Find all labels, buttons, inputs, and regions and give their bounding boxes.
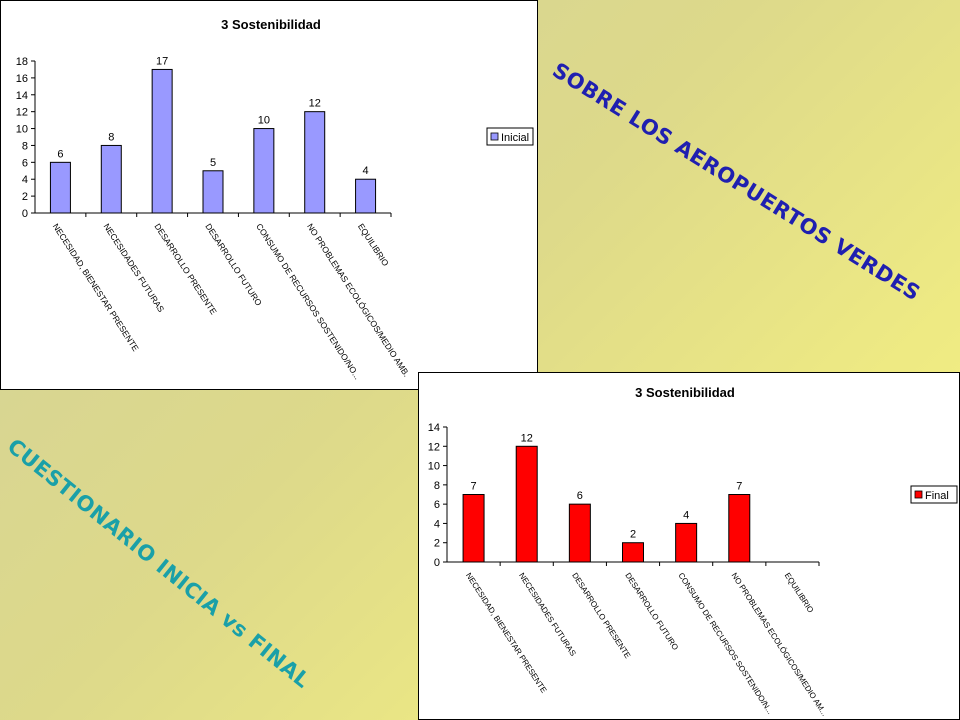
y-tick-label: 0 — [22, 208, 28, 220]
data-label: 7 — [471, 481, 477, 493]
y-tick-label: 4 — [22, 174, 28, 186]
legend: Final — [910, 485, 958, 504]
y-tick-label: 6 — [434, 499, 440, 511]
bar — [515, 445, 538, 563]
category-label: NECESIDAD, BIENESTAR PRESENTE — [51, 222, 141, 354]
data-label: 12 — [309, 98, 321, 110]
data-label: 6 — [57, 148, 63, 160]
data-label: 4 — [363, 165, 369, 177]
legend-label: Final — [925, 490, 949, 502]
category-label: DESARROLLO FUTURO — [203, 222, 264, 308]
y-tick-label: 2 — [22, 191, 28, 203]
data-label: 7 — [736, 481, 742, 493]
data-label: 2 — [630, 529, 636, 541]
y-tick-label: 6 — [22, 157, 28, 169]
category-label: NO PROBLEMAS ECOLÓGICOS/MEDIO AMB. — [305, 222, 412, 379]
category-label: NECESIDADES FUTURAS — [517, 571, 578, 658]
heading-questionnaire: CUESTIONARIO INICIA vs FINAL — [2, 434, 315, 693]
category-label: DESARROLLO PRESENTE — [570, 571, 632, 660]
y-tick-label: 10 — [428, 461, 440, 473]
y-tick-label: 14 — [16, 90, 28, 102]
y-tick-label: 12 — [428, 441, 440, 453]
bar — [151, 68, 173, 214]
data-label: 6 — [577, 490, 583, 502]
y-tick-label: 2 — [434, 538, 440, 550]
bar — [462, 494, 485, 563]
chart-initial: 3 Sostenibilidad 0 2 4 6 8 10 12 14 16 18 6 8 17 5 10 12… — [16, 17, 534, 382]
bar — [355, 178, 377, 214]
chart-title: 3 Sostenibilidad — [221, 17, 321, 32]
category-label: DESARROLLO FUTURO — [623, 571, 680, 652]
bar — [304, 111, 326, 214]
category-label: CONSUMO DE RECURSOS SOSTENIDO/NO... — [254, 222, 362, 382]
chart-final-panel: 3 Sostenibilidad 0 2 4 6 8 10 12 14 7 12 6 2 4 7 NECESI… — [418, 372, 960, 720]
chart-title: 3 Sostenibilidad — [635, 385, 735, 400]
legend-swatch — [914, 490, 923, 499]
bar — [202, 170, 224, 214]
bar — [728, 494, 751, 563]
data-label: 17 — [156, 55, 168, 67]
bar — [253, 128, 275, 214]
data-label: 4 — [683, 509, 689, 521]
chart-final: 3 Sostenibilidad 0 2 4 6 8 10 12 14 7 12 6 2 4 7 NECESI… — [428, 385, 958, 718]
bar — [675, 522, 698, 563]
y-tick-label: 8 — [434, 480, 440, 492]
y-tick-label: 0 — [434, 557, 440, 569]
y-tick-label: 18 — [16, 56, 28, 68]
y-tick-label: 10 — [16, 124, 28, 136]
bar — [568, 503, 591, 563]
category-label: EQUILIBRIO — [783, 571, 815, 614]
y-tick-label: 14 — [428, 422, 440, 434]
data-label: 12 — [521, 432, 533, 444]
category-label: EQUILIBRIO — [356, 222, 391, 269]
legend-swatch — [490, 132, 499, 141]
category-label: CONSUMO DE RECURSOS SOSTENIDO/N... — [676, 571, 774, 716]
data-label: 10 — [258, 115, 270, 127]
bar — [622, 542, 644, 563]
category-label: NO PROBLEMAS ECOLÓGICOS/MEDIO AM... — [730, 571, 830, 718]
bar — [49, 161, 71, 214]
legend: Inicial — [486, 127, 534, 146]
heading-airports: SOBRE LOS AEROPUERTOS VERDES — [548, 58, 925, 306]
y-tick-label: 4 — [434, 518, 440, 530]
data-label: 5 — [210, 157, 216, 169]
bar — [100, 144, 122, 214]
chart-initial-panel: 3 Sostenibilidad 0 2 4 6 8 10 12 14 16 18 6 8 17 5 10 12… — [0, 0, 538, 390]
y-tick-label: 8 — [22, 140, 28, 152]
legend-label: Inicial — [501, 132, 529, 144]
y-tick-label: 12 — [16, 107, 28, 119]
data-label: 8 — [108, 131, 114, 143]
y-tick-label: 16 — [16, 73, 28, 85]
